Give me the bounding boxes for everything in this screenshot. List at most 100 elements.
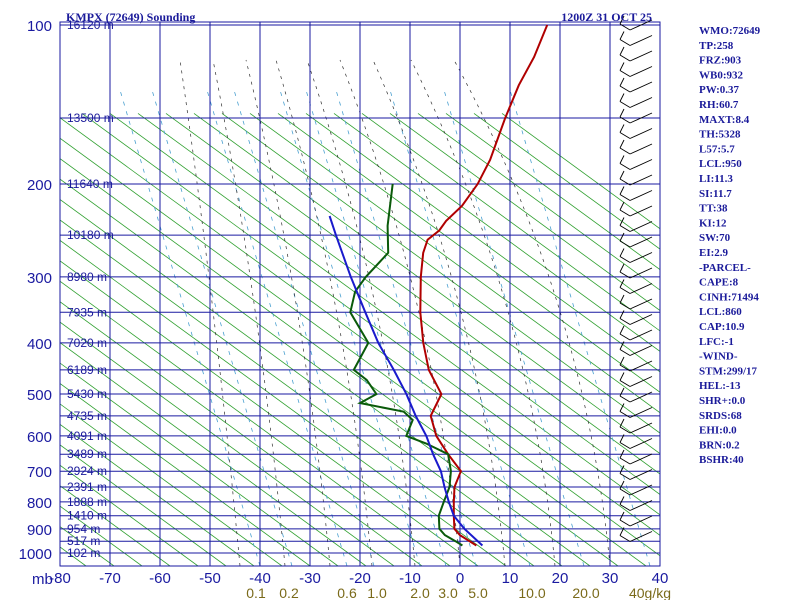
wind-barb-flag (619, 93, 625, 102)
index-line: BSHR:40 (699, 454, 744, 466)
grid-lines (59, 21, 661, 567)
dry-adiabat (165, 113, 660, 475)
dry-adiabat (137, 113, 660, 495)
dry-adiabat (60, 485, 171, 566)
height-label: 2924 m (67, 464, 107, 478)
height-label: 7020 m (67, 336, 107, 350)
temperature-line (419, 24, 549, 547)
pressure-tick-label: 500 (27, 387, 52, 404)
dry-adiabat (60, 260, 479, 566)
wind-barb-tail (629, 97, 653, 108)
height-label: 8980 m (67, 270, 107, 284)
wind-barb-tail (629, 453, 653, 465)
temperature-tick-label: -30 (299, 570, 321, 587)
index-line: EHI:0.0 (699, 425, 737, 437)
wind-barb-flag (619, 527, 625, 536)
wind-barb-flag (619, 46, 625, 56)
height-label: 4091 m (67, 429, 107, 443)
temperature-tick-label: -60 (149, 570, 171, 587)
height-label: 11640 m (67, 177, 113, 191)
wind-barb-tail (629, 500, 653, 511)
wind-barb-tail (629, 422, 653, 434)
plot-border (59, 21, 661, 567)
pressure-unit-label: mb (32, 571, 53, 588)
moist-adiabat (306, 59, 416, 566)
wind-barb-flag (619, 232, 625, 242)
mixing-ratio-label: 40g/kg (629, 585, 671, 600)
wind-barb-tail (629, 391, 653, 403)
dry-adiabat (60, 464, 199, 566)
chart-title: KMPX (72649) Sounding (66, 10, 195, 24)
wind-barb-flag (619, 325, 625, 335)
wind-barb-flag (619, 155, 625, 164)
index-line: TH:5328 (699, 129, 741, 141)
wind-barb-flag (619, 62, 625, 71)
wind-barb-tail (629, 19, 653, 31)
index-line: LI:11.3 (699, 173, 733, 185)
wind-barb-flag (619, 124, 625, 133)
moist-adiabat (245, 59, 331, 566)
wind-barb (619, 101, 631, 108)
index-line: FRZ:903 (699, 55, 742, 67)
wind-barb-tail (629, 438, 653, 449)
wind-barb-tail (629, 190, 653, 201)
dry-adiabat (109, 113, 660, 516)
moist-adiabat (410, 59, 556, 566)
wind-barb (619, 240, 631, 248)
index-line: LCL:950 (699, 158, 742, 170)
index-line: CAP:10.9 (699, 321, 745, 333)
mixing-ratio-label: 10.0 (518, 585, 545, 600)
wind-barb (619, 70, 631, 77)
wind-barb-tail (629, 267, 653, 279)
wind-barb-tail (629, 407, 653, 418)
wind-barb (619, 85, 631, 93)
wind-barb (619, 395, 631, 403)
moist-adiabat (275, 59, 373, 566)
index-line: CAPE:8 (699, 277, 739, 289)
wind-barb-tail (629, 298, 653, 310)
dry-adiabat (277, 113, 660, 393)
wind-barb (619, 225, 631, 232)
wind-barb-tail (629, 112, 653, 124)
wind-barb (619, 457, 631, 465)
dry-adiabat (60, 301, 423, 566)
height-label: 6189 m (67, 363, 107, 377)
wind-barb (619, 23, 631, 31)
wind-barb (619, 411, 631, 418)
height-label: 3489 m (67, 447, 107, 461)
temperature-tick-label: 40 (652, 570, 669, 587)
dry-adiabat (60, 444, 227, 566)
dry-adiabat (60, 117, 660, 557)
wind-barb (619, 442, 631, 449)
height-label: 10180 m (67, 228, 114, 242)
moist-adiabat (372, 59, 506, 566)
temperature-tick-label: -20 (349, 570, 371, 587)
index-line: WMO:72649 (699, 25, 761, 37)
dry-adiabat (473, 113, 660, 250)
dry-adiabat (60, 383, 311, 566)
dry-adiabat (501, 113, 660, 230)
temperature-tick-label: 20 (552, 570, 569, 587)
stability-indices-panel: WMO:72649 TP:258 FRZ:903 WB0:932 PW:0.37 RH:6… (699, 25, 761, 466)
dry-adiabat (389, 113, 660, 311)
wind-barb-tail (629, 66, 653, 77)
wind-barb (619, 256, 631, 263)
moist-adiabat (212, 59, 286, 566)
dry-adiabat (60, 239, 507, 566)
height-label: 5430 m (67, 387, 107, 401)
wind-barb-flag (619, 341, 625, 350)
wind-barb (619, 426, 631, 434)
parcel-line (328, 215, 484, 547)
height-label: 7935 m (67, 305, 107, 319)
wind-barb (619, 194, 631, 201)
height-label: 1410 m (67, 509, 107, 523)
pressure-tick-label: 400 (27, 336, 52, 353)
profile-lines (328, 24, 549, 547)
dry-adiabat (305, 113, 660, 373)
index-line: -WIND- (699, 351, 738, 363)
index-line: -PARCEL- (699, 262, 751, 274)
dry-adiabat (60, 199, 563, 566)
wind-barb-tail (629, 128, 653, 139)
wind-barb (619, 116, 631, 124)
